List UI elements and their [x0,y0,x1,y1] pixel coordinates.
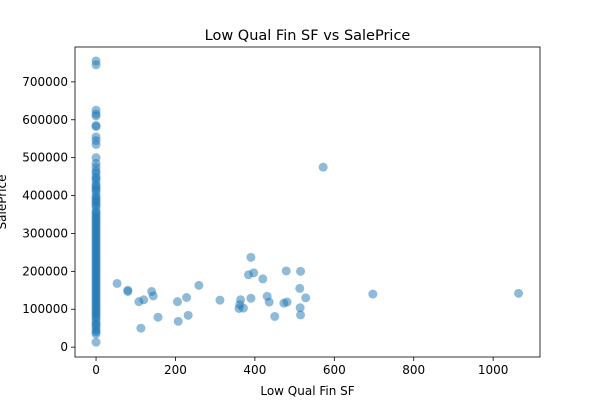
point [514,288,524,298]
x-tick-label: 600 [323,363,346,377]
point [112,278,122,288]
x-tick-label: 800 [402,363,425,377]
y-tick-label: 700000 [22,75,68,89]
point [182,293,192,303]
y-tick-label: 0 [60,340,68,354]
x-tick-label: 1000 [478,363,509,377]
y-tick-label: 300000 [22,226,68,240]
point [136,323,146,333]
point [270,311,280,321]
point [91,337,101,347]
x-tick-label: 0 [92,363,100,377]
point [258,274,268,284]
point [282,297,292,307]
point [153,312,163,322]
point [246,293,256,303]
point [91,132,101,142]
point [281,266,291,276]
x-tick-label: 200 [164,363,187,377]
point [172,297,182,307]
point [194,280,204,290]
chart-title: Low Qual Fin SF vs SalePrice [205,28,411,44]
point [249,268,259,278]
x-axis-label: Low Qual Fin SF [260,384,354,398]
point [301,293,311,303]
point [318,162,328,172]
point [148,291,158,301]
point [91,56,101,66]
plot-frame [74,46,541,358]
point [91,120,101,130]
y-tick-label: 500000 [22,151,68,165]
point [91,105,101,115]
point [295,303,305,313]
y-tick-label: 400000 [22,189,68,203]
point [296,310,306,320]
point [215,295,225,305]
point [295,283,305,293]
y-axis-label: SalePrice [0,175,9,230]
point [264,297,274,307]
y-tick-label: 100000 [22,302,68,316]
point [139,295,149,305]
y-tick-label: 200000 [22,264,68,278]
y-tick-label: 600000 [22,113,68,127]
point [246,252,256,262]
point [296,266,306,276]
point [368,289,378,299]
point [183,310,193,320]
point [238,303,248,313]
point [236,295,246,305]
x-tick-label: 400 [243,363,266,377]
point [91,153,101,163]
point [173,316,183,326]
point [123,286,133,296]
